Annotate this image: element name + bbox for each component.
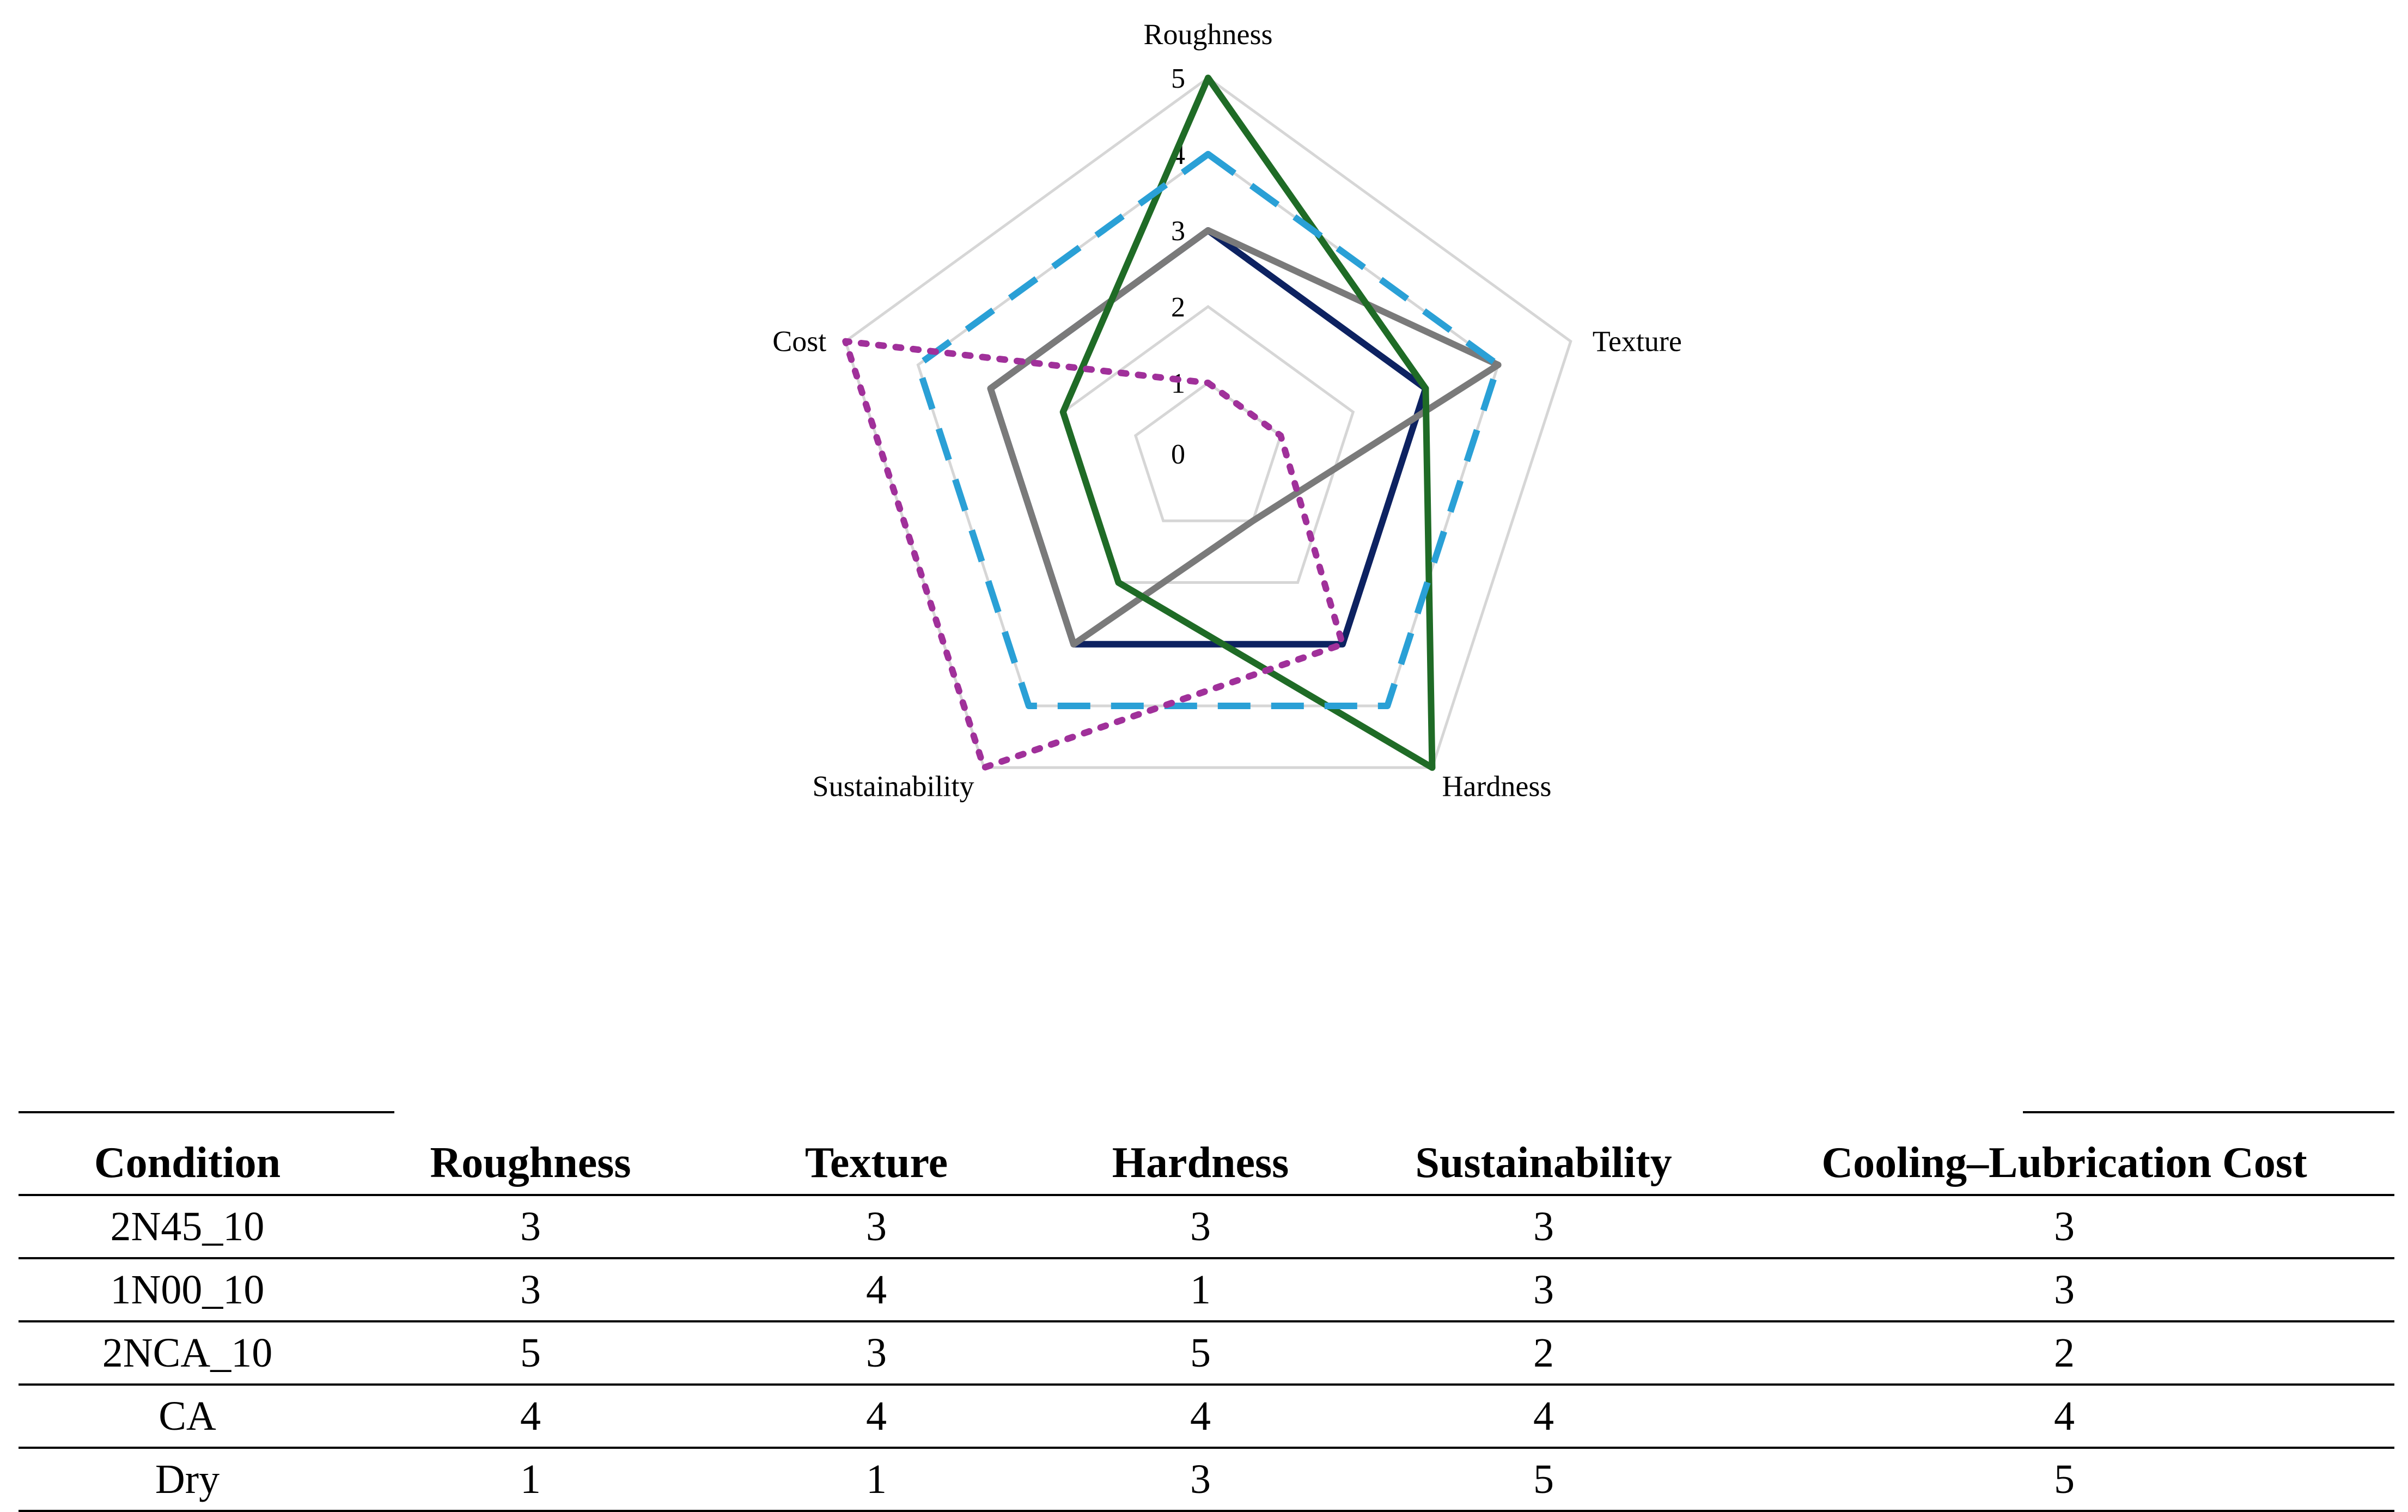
table-row: 1N00_10 3 4 1 3 3	[19, 1258, 2394, 1322]
tick-label: 3	[1171, 216, 1185, 247]
table-cell: 1	[356, 1448, 705, 1512]
tick-label: 5	[1171, 63, 1185, 94]
table-cell: 5	[356, 1321, 705, 1386]
radar-axis-labels: Roughness Texture Hardness Sustainability Co…	[772, 18, 1682, 802]
series-dry	[842, 338, 1346, 771]
table-header-row: Condition Roughness Texture Hardness Sus…	[19, 1132, 2394, 1196]
table-cell: 2	[1734, 1321, 2394, 1386]
header-roughness: Roughness	[356, 1132, 705, 1196]
table-cell: 5	[1048, 1321, 1353, 1386]
tick-label: 1	[1171, 368, 1185, 399]
radar-series	[842, 75, 1502, 771]
table-cell: Dry	[19, 1448, 356, 1512]
table-cell: 4	[1048, 1385, 1353, 1449]
series-1n00-10	[987, 227, 1502, 648]
table-row: Dry 1 1 3 5 5	[19, 1448, 2394, 1512]
table-cell: 3	[1734, 1258, 2394, 1322]
table-row: CA 4 4 4 4 4	[19, 1385, 2394, 1449]
table-cell: 4	[1353, 1385, 1734, 1449]
table-cell: 1	[705, 1448, 1048, 1512]
axis-label-texture: Texture	[1593, 325, 1682, 358]
data-table: Condition Roughness Texture Hardness Sus…	[19, 1132, 2394, 1512]
grid-ring-2	[1061, 304, 1355, 584]
table-cell: 3	[1353, 1195, 1734, 1259]
tick-label: 2	[1171, 292, 1185, 323]
table-cell: 2	[1353, 1321, 1734, 1386]
header-texture: Texture	[705, 1132, 1048, 1196]
table-cell: 3	[1048, 1195, 1353, 1259]
table-cell: 2N45_10	[19, 1195, 356, 1259]
series-ca	[915, 151, 1502, 710]
header-condition: Condition	[19, 1132, 356, 1196]
table-cell: 3	[705, 1195, 1048, 1259]
radar-grid	[844, 76, 1572, 769]
table-row: 2NCA_10 5 3 5 2 2	[19, 1321, 2394, 1386]
table-row: 2N45_10 3 3 3 3 3	[19, 1195, 2394, 1259]
table-cell: 1	[1048, 1258, 1353, 1322]
series-2nca-10	[1059, 75, 1436, 771]
header-hardness: Hardness	[1048, 1132, 1353, 1196]
axis-label-sustainability: Sustainability	[813, 770, 974, 802]
table-cell: 5	[1734, 1448, 2394, 1512]
table-cell: 1N00_10	[19, 1258, 356, 1322]
table-cell: 4	[705, 1258, 1048, 1322]
table-top-rule-left	[19, 1111, 394, 1113]
header-cooling-lubrication-cost: Cooling–Lubrication Cost	[1734, 1132, 2394, 1196]
table-cell: 3	[356, 1258, 705, 1322]
axis-label-cost: Cost	[772, 325, 826, 358]
tick-label: 0	[1171, 439, 1185, 470]
table-cell: 3	[356, 1195, 705, 1259]
table-cell: 3	[1353, 1258, 1734, 1322]
table-top-rule-right	[2023, 1111, 2394, 1113]
axis-label-hardness: Hardness	[1442, 770, 1551, 802]
table-cell: 3	[1734, 1195, 2394, 1259]
table-cell: 3	[1048, 1448, 1353, 1512]
table-cell: 4	[705, 1385, 1048, 1449]
table-cell: 3	[705, 1321, 1048, 1386]
table-cell: 5	[1353, 1448, 1734, 1512]
table-cell: 4	[356, 1385, 705, 1449]
header-sustainability: Sustainability	[1353, 1132, 1734, 1196]
table-cell: CA	[19, 1385, 356, 1449]
axis-label-roughness: Roughness	[1143, 18, 1272, 51]
grid-ring-5	[844, 76, 1572, 769]
table-cell: 4	[1734, 1385, 2394, 1449]
grid-ring-1	[1133, 381, 1283, 522]
table-cell: 2NCA_10	[19, 1321, 356, 1386]
